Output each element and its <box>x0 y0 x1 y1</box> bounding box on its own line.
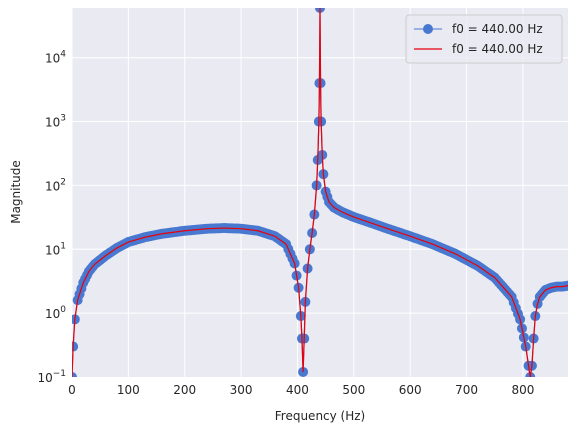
x-tick-label: 500 <box>342 383 365 397</box>
x-axis-label: Frequency (Hz) <box>275 409 366 423</box>
x-tick-label: 800 <box>511 383 534 397</box>
legend: f0 = 440.00 Hz f0 = 440.00 Hz <box>405 14 563 64</box>
y-tick-label: 102 <box>45 177 66 193</box>
y-tick-label: 103 <box>45 114 66 130</box>
series-layer <box>72 8 568 377</box>
x-tick-label: 0 <box>68 383 76 397</box>
data-point <box>72 314 80 325</box>
x-tick-label: 600 <box>399 383 422 397</box>
legend-label-2: f0 = 440.00 Hz <box>452 42 543 56</box>
x-axis-ticks: 0 100 200 300 400 500 600 700 800 <box>68 383 534 397</box>
y-tick-label: 104 <box>45 50 66 66</box>
y-tick-label: 10−1 <box>37 369 66 385</box>
legend-entry-line: f0 = 440.00 Hz <box>414 42 543 56</box>
y-axis-ticks: 10−1 100 101 102 103 104 <box>37 50 66 385</box>
y-tick-label: 101 <box>45 241 66 257</box>
data-point <box>72 372 77 377</box>
x-tick-label: 200 <box>173 383 196 397</box>
x-tick-label: 400 <box>286 383 309 397</box>
legend-label-1: f0 = 440.00 Hz <box>452 22 543 36</box>
legend-marker <box>423 24 433 34</box>
legend-box <box>405 14 563 64</box>
x-tick-label: 300 <box>230 383 253 397</box>
legend-entry-markers: f0 = 440.00 Hz <box>414 22 543 36</box>
x-tick-label: 100 <box>117 383 140 397</box>
x-tick-label: 700 <box>455 383 478 397</box>
y-tick-label: 100 <box>45 305 66 321</box>
y-axis-label: Magnitude <box>9 160 23 224</box>
series-line-red <box>72 8 568 377</box>
